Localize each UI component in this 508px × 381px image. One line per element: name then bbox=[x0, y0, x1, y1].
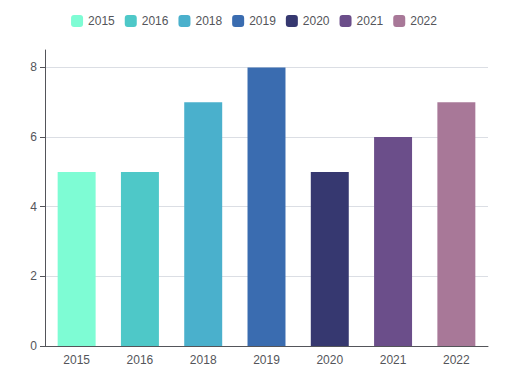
svg-text:2016: 2016 bbox=[142, 14, 169, 28]
svg-text:2020: 2020 bbox=[303, 14, 330, 28]
svg-text:2016: 2016 bbox=[127, 353, 154, 367]
svg-text:2018: 2018 bbox=[190, 353, 217, 367]
svg-text:2019: 2019 bbox=[253, 353, 280, 367]
svg-text:2018: 2018 bbox=[195, 14, 222, 28]
svg-text:2015: 2015 bbox=[88, 14, 115, 28]
svg-text:2: 2 bbox=[30, 269, 37, 283]
svg-text:2020: 2020 bbox=[316, 353, 343, 367]
svg-text:2019: 2019 bbox=[249, 14, 276, 28]
svg-text:2021: 2021 bbox=[380, 353, 407, 367]
svg-text:0: 0 bbox=[30, 339, 37, 353]
svg-text:2021: 2021 bbox=[357, 14, 384, 28]
svg-text:6: 6 bbox=[30, 130, 37, 144]
svg-text:2022: 2022 bbox=[443, 353, 470, 367]
svg-text:8: 8 bbox=[30, 60, 37, 74]
svg-text:4: 4 bbox=[30, 200, 37, 214]
svg-text:2022: 2022 bbox=[410, 14, 437, 28]
svg-text:2015: 2015 bbox=[63, 353, 90, 367]
